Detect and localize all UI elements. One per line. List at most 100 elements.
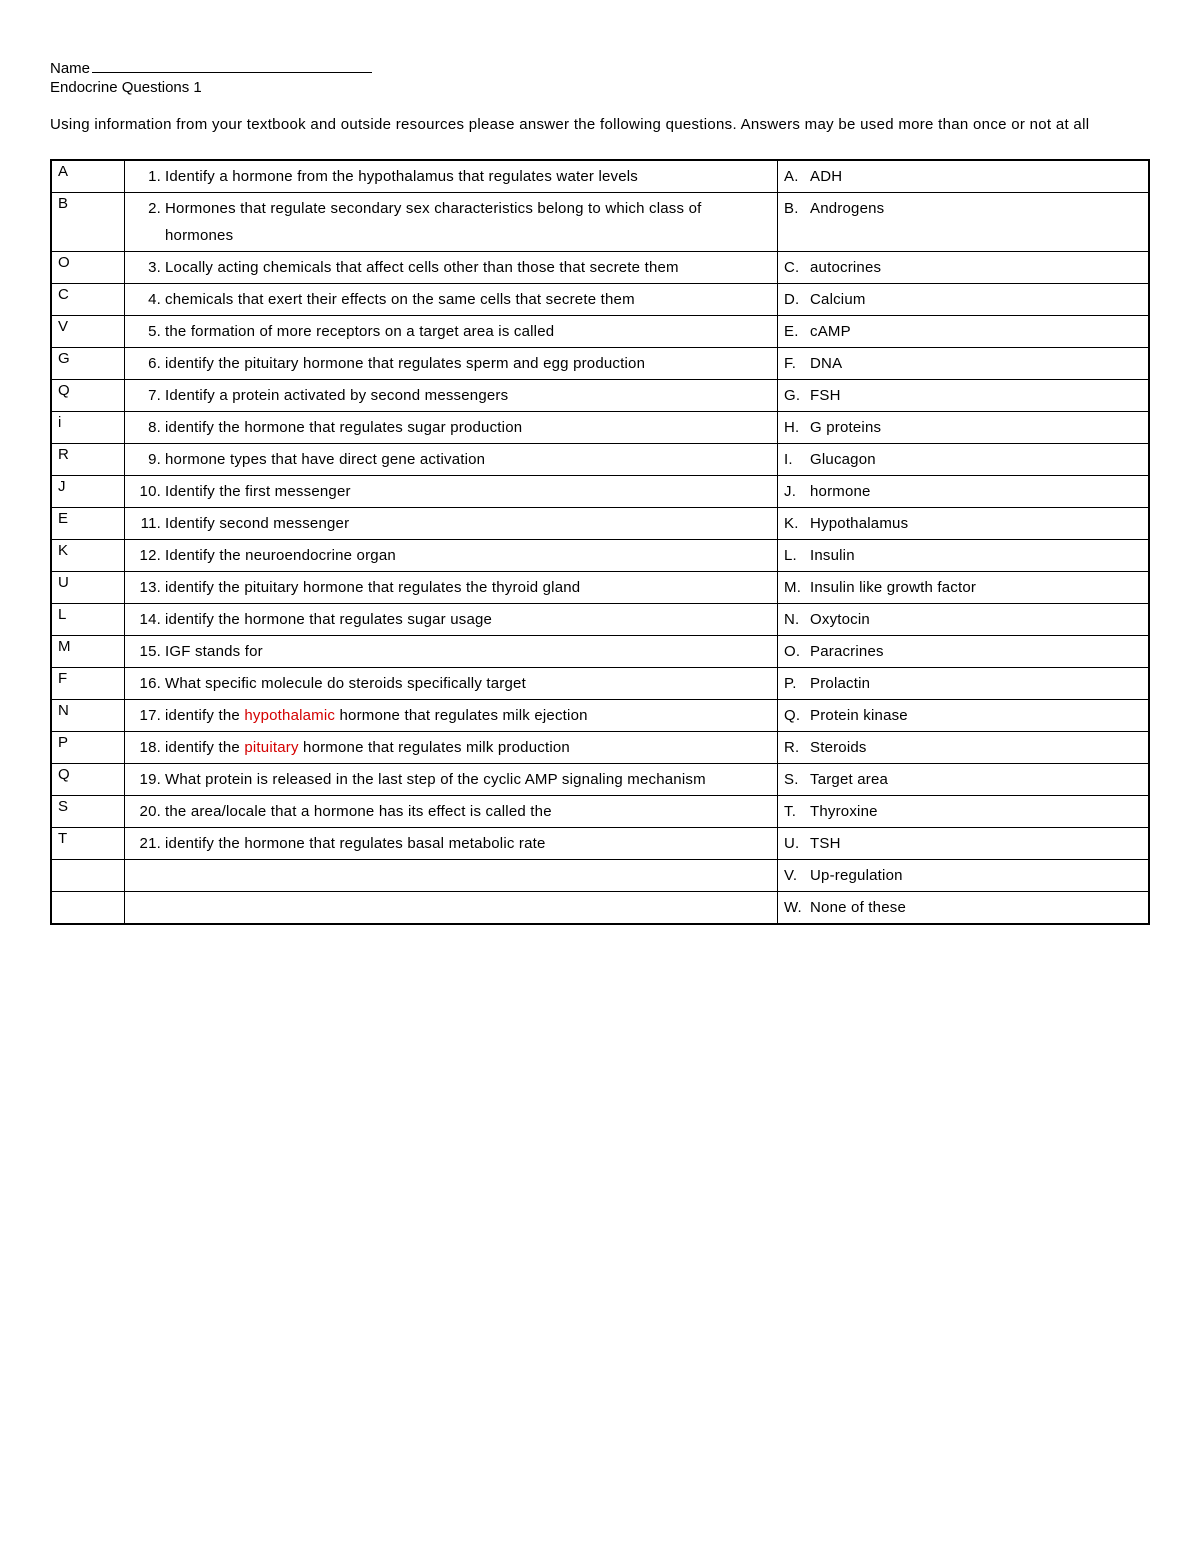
question-text: IGF stands for <box>165 638 771 665</box>
student-answer-cell[interactable]: N <box>51 699 125 731</box>
student-answer-cell[interactable]: F <box>51 667 125 699</box>
question-cell <box>125 859 778 891</box>
question-text: the formation of more receptors on a tar… <box>165 318 771 345</box>
student-answer-cell[interactable] <box>51 891 125 924</box>
question-number: 15. <box>131 638 165 665</box>
student-answer-cell[interactable]: O <box>51 251 125 283</box>
option-letter: L. <box>784 542 810 569</box>
question-cell: 13.identify the pituitary hormone that r… <box>125 571 778 603</box>
question-text: Hormones that regulate secondary sex cha… <box>165 195 771 249</box>
student-answer-cell[interactable]: U <box>51 571 125 603</box>
table-row: V.Up-regulation <box>51 859 1149 891</box>
student-answer-cell[interactable]: B <box>51 192 125 251</box>
answer-option-cell: A.ADH <box>778 160 1150 193</box>
question-cell: 2.Hormones that regulate secondary sex c… <box>125 192 778 251</box>
table-row: M15.IGF stands forO.Paracrines <box>51 635 1149 667</box>
question-number: 10. <box>131 478 165 505</box>
question-cell: 12.Identify the neuroendocrine organ <box>125 539 778 571</box>
option-text: Glucagon <box>810 446 876 473</box>
option-letter: T. <box>784 798 810 825</box>
option-letter: D. <box>784 286 810 313</box>
option-letter: W. <box>784 894 810 921</box>
highlighted-word: hypothalamic <box>244 707 335 724</box>
question-text: hormone types that have direct gene acti… <box>165 446 771 473</box>
name-blank-line[interactable] <box>92 72 372 73</box>
instructions-text: Using information from your textbook and… <box>50 114 1150 137</box>
student-answer-cell[interactable]: A <box>51 160 125 193</box>
student-answer-cell[interactable]: T <box>51 827 125 859</box>
highlighted-word: pituitary <box>244 739 298 756</box>
table-row: N17.identify the hypothalamic hormone th… <box>51 699 1149 731</box>
answer-option-cell: T.Thyroxine <box>778 795 1150 827</box>
worksheet-page: Name Endocrine Questions 1 Using informa… <box>0 0 1200 975</box>
answer-option-cell: Q.Protein kinase <box>778 699 1150 731</box>
question-text: the area/locale that a hormone has its e… <box>165 798 771 825</box>
option-text: G proteins <box>810 414 881 441</box>
answer-option-cell: H.G proteins <box>778 411 1150 443</box>
option-text: Oxytocin <box>810 606 870 633</box>
option-letter: K. <box>784 510 810 537</box>
student-answer-cell[interactable]: K <box>51 539 125 571</box>
table-row: Q7.Identify a protein activated by secon… <box>51 379 1149 411</box>
question-number: 4. <box>131 286 165 313</box>
student-answer-cell[interactable]: i <box>51 411 125 443</box>
option-letter: H. <box>784 414 810 441</box>
question-number: 14. <box>131 606 165 633</box>
option-letter: Q. <box>784 702 810 729</box>
answer-option-cell: L.Insulin <box>778 539 1150 571</box>
question-text: identify the hormone that regulates basa… <box>165 830 771 857</box>
option-text: Steroids <box>810 734 867 761</box>
question-number: 21. <box>131 830 165 857</box>
question-cell: 20.the area/locale that a hormone has it… <box>125 795 778 827</box>
option-text: ADH <box>810 163 842 190</box>
question-cell: 11.Identify second messenger <box>125 507 778 539</box>
option-text: autocrines <box>810 254 881 281</box>
question-number: 17. <box>131 702 165 729</box>
answer-option-cell: G.FSH <box>778 379 1150 411</box>
answer-option-cell: P.Prolactin <box>778 667 1150 699</box>
option-text: Target area <box>810 766 888 793</box>
question-number: 18. <box>131 734 165 761</box>
option-text: Insulin like growth factor <box>810 574 976 601</box>
option-text: Protein kinase <box>810 702 908 729</box>
question-text: identify the hypothalamic hormone that r… <box>165 702 771 729</box>
question-cell: 14.identify the hormone that regulates s… <box>125 603 778 635</box>
option-letter: G. <box>784 382 810 409</box>
student-answer-cell[interactable]: Q <box>51 763 125 795</box>
question-number: 7. <box>131 382 165 409</box>
answer-option-cell: N.Oxytocin <box>778 603 1150 635</box>
student-answer-cell[interactable]: S <box>51 795 125 827</box>
question-number: 20. <box>131 798 165 825</box>
question-number: 13. <box>131 574 165 601</box>
option-text: Thyroxine <box>810 798 878 825</box>
question-cell: 16.What specific molecule do steroids sp… <box>125 667 778 699</box>
student-answer-cell[interactable]: E <box>51 507 125 539</box>
student-answer-cell[interactable]: R <box>51 443 125 475</box>
student-answer-cell[interactable]: L <box>51 603 125 635</box>
option-text: Androgens <box>810 195 884 222</box>
worksheet-title: Endocrine Questions 1 <box>50 79 1150 96</box>
student-answer-cell[interactable]: G <box>51 347 125 379</box>
answer-option-cell: W.None of these <box>778 891 1150 924</box>
student-answer-cell[interactable]: M <box>51 635 125 667</box>
name-label: Name <box>50 60 90 77</box>
option-text: cAMP <box>810 318 851 345</box>
option-letter: F. <box>784 350 810 377</box>
student-answer-cell[interactable]: C <box>51 283 125 315</box>
question-cell: 7.Identify a protein activated by second… <box>125 379 778 411</box>
question-number: 2. <box>131 195 165 222</box>
table-row: E11.Identify second messengerK.Hypothala… <box>51 507 1149 539</box>
student-answer-cell[interactable]: J <box>51 475 125 507</box>
question-number: 9. <box>131 446 165 473</box>
table-row: i8.identify the hormone that regulates s… <box>51 411 1149 443</box>
option-letter: B. <box>784 195 810 222</box>
table-row: A1.Identify a hormone from the hypothala… <box>51 160 1149 193</box>
student-answer-cell[interactable] <box>51 859 125 891</box>
question-number: 11. <box>131 510 165 537</box>
question-text: Locally acting chemicals that affect cel… <box>165 254 771 281</box>
student-answer-cell[interactable]: Q <box>51 379 125 411</box>
table-row: L14.identify the hormone that regulates … <box>51 603 1149 635</box>
student-answer-cell[interactable]: V <box>51 315 125 347</box>
answer-option-cell: S.Target area <box>778 763 1150 795</box>
student-answer-cell[interactable]: P <box>51 731 125 763</box>
